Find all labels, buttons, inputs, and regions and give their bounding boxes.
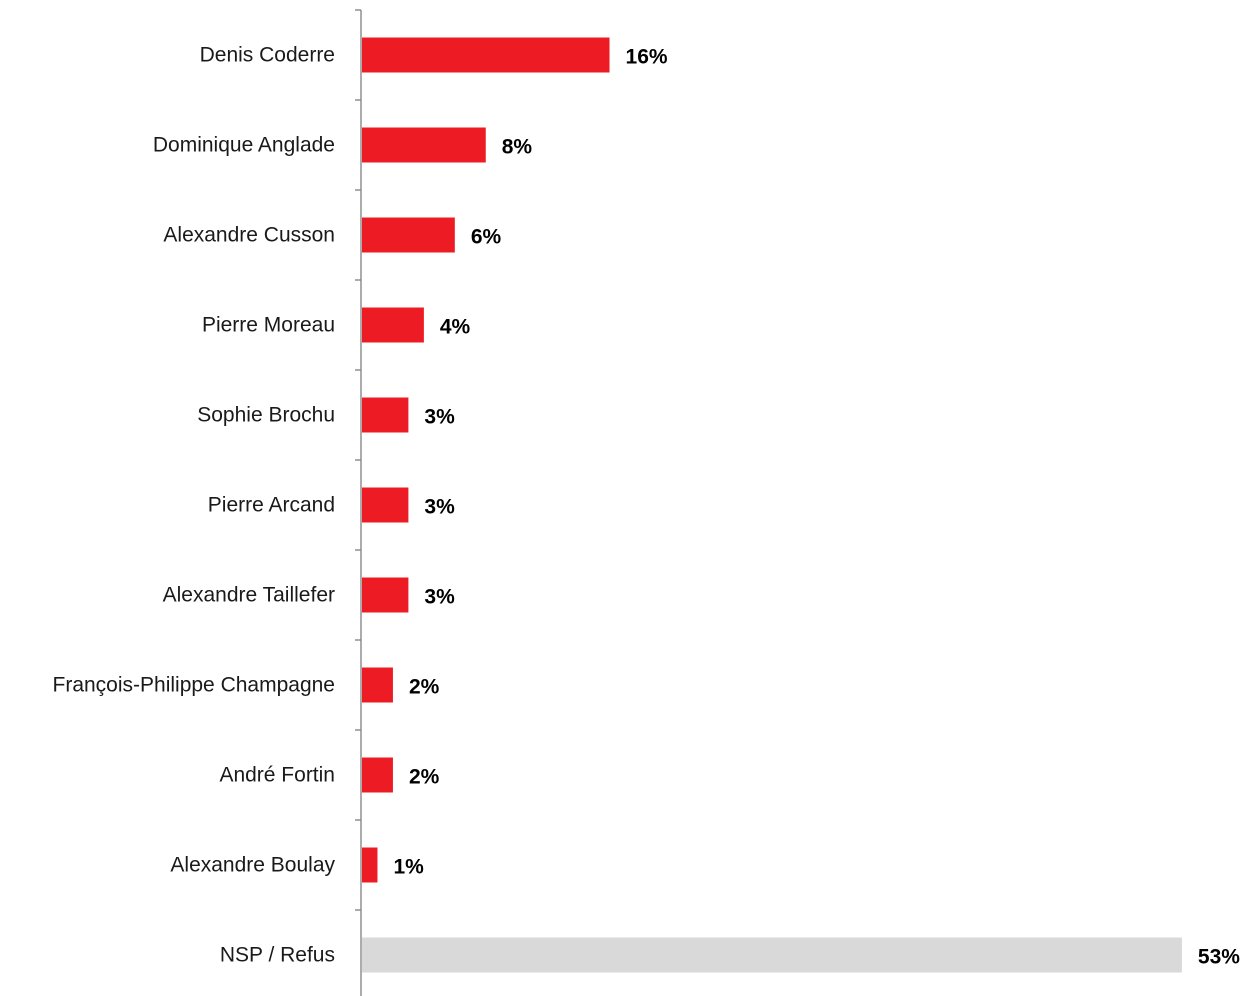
bar <box>362 217 455 253</box>
bar <box>362 487 409 523</box>
category-label: André Fortin <box>219 764 335 787</box>
bar <box>362 127 486 163</box>
bars-layer <box>362 37 1182 973</box>
data-label: 3% <box>424 496 455 519</box>
category-label: Dominique Anglade <box>153 134 335 157</box>
data-label: 16% <box>626 46 668 69</box>
bar <box>362 757 393 793</box>
data-label: 2% <box>409 766 440 789</box>
category-label: Denis Coderre <box>200 44 335 67</box>
category-label: Alexandre Taillefer <box>163 584 335 607</box>
bar <box>362 577 409 613</box>
labels-layer: Denis Coderre 16% Dominique Anglade 8% Alexa… <box>53 44 1241 969</box>
bar <box>362 307 424 343</box>
category-label: NSP / Refus <box>220 944 335 967</box>
category-label: Pierre Moreau <box>202 314 335 337</box>
bar <box>362 37 610 73</box>
data-label: 1% <box>393 856 424 879</box>
data-label: 2% <box>409 676 440 699</box>
category-label: Pierre Arcand <box>208 494 335 517</box>
category-label: Sophie Brochu <box>197 404 335 427</box>
data-label: 8% <box>502 136 533 159</box>
bar <box>362 667 393 703</box>
data-label: 3% <box>424 586 455 609</box>
data-label: 3% <box>424 406 455 429</box>
bar <box>362 397 409 433</box>
category-label: François-Philippe Champagne <box>53 674 336 697</box>
category-label: Alexandre Cusson <box>163 224 335 247</box>
data-label: 53% <box>1198 946 1240 969</box>
category-axis <box>355 9 362 996</box>
category-label: Alexandre Boulay <box>170 854 335 877</box>
bar <box>362 847 378 883</box>
data-label: 6% <box>471 226 502 249</box>
bar <box>362 937 1182 973</box>
data-label: 4% <box>440 316 471 339</box>
